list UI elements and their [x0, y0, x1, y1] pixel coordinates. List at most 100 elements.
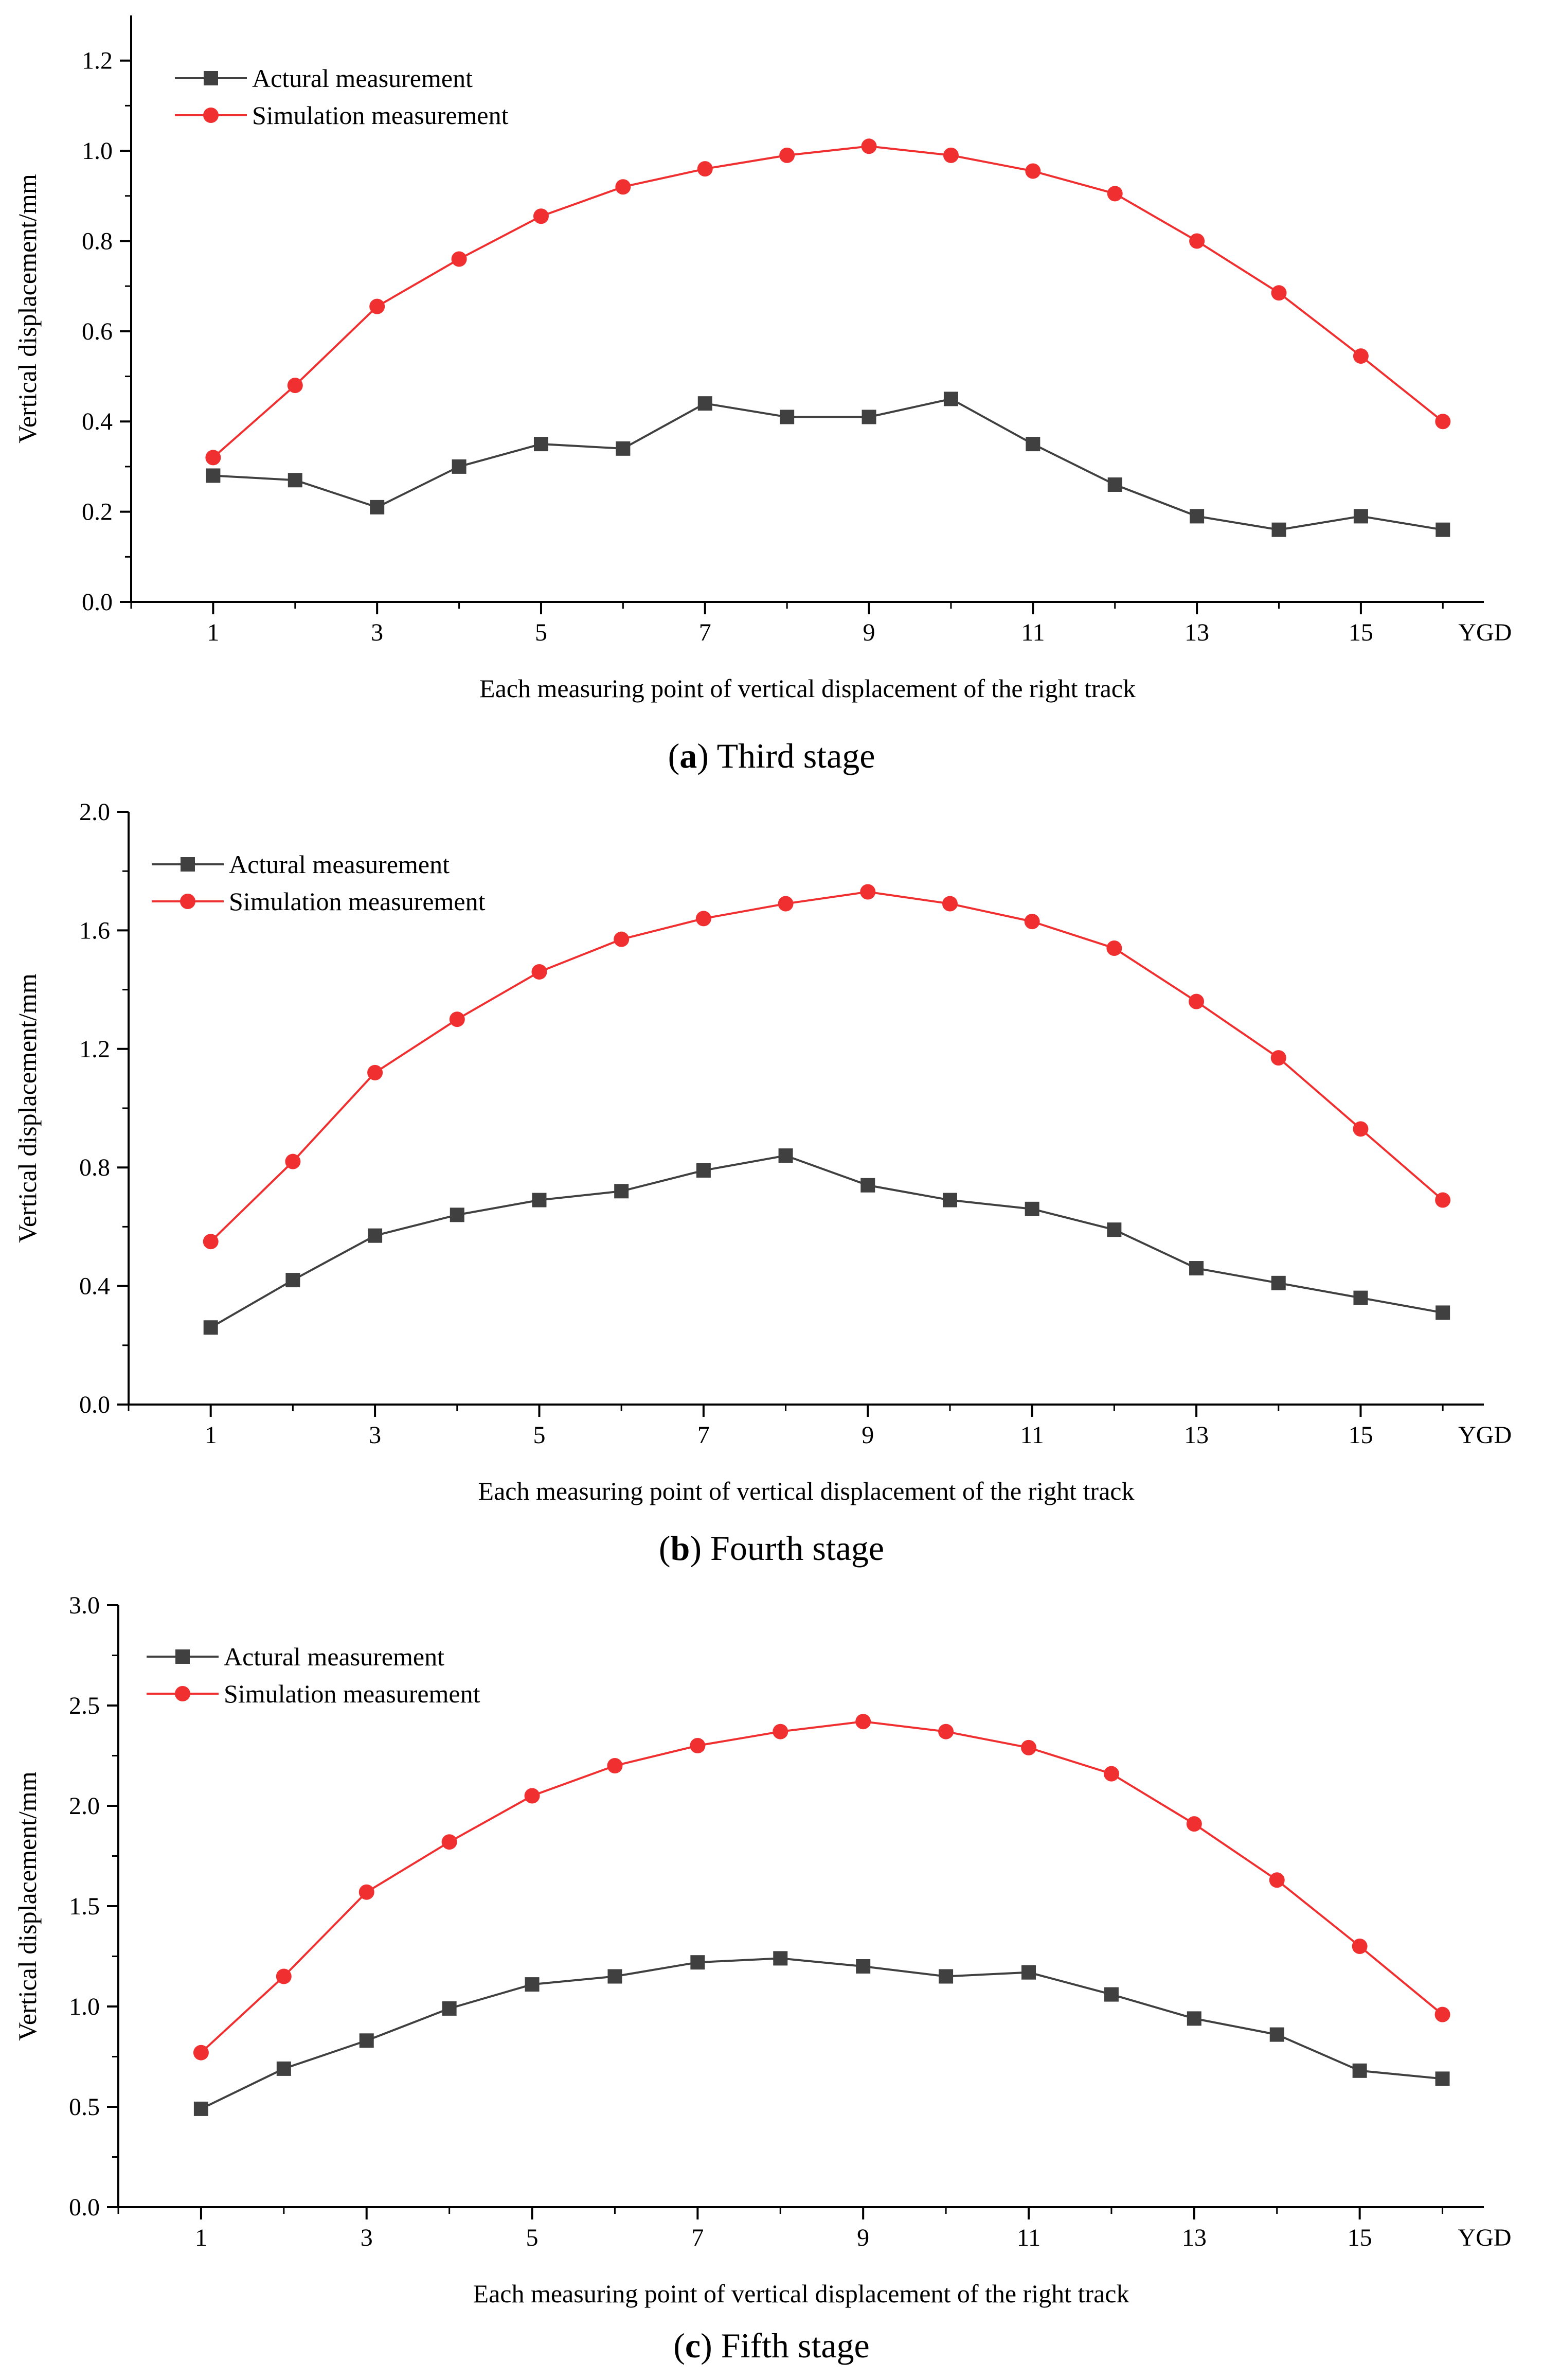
data-point-square	[616, 441, 631, 456]
data-point-circle	[607, 1758, 623, 1773]
legend-label: Simulation measurement	[224, 1679, 480, 1708]
data-point-square	[780, 410, 795, 424]
data-point-square	[1436, 522, 1450, 537]
x-tick-label: 9	[862, 1422, 874, 1449]
data-point-circle	[1189, 993, 1205, 1009]
data-point-circle	[1186, 1816, 1202, 1832]
y-tick-label: 0.6	[82, 318, 113, 345]
chart-c: 0.00.51.01.52.02.53.01 3 5 7 9 11 13 15 YGDEach …	[13, 1592, 1512, 2308]
data-point-square	[1026, 437, 1040, 452]
x-tick-label: 9	[863, 619, 875, 646]
data-point-square	[442, 2001, 457, 2016]
chart-a: 0.00.20.40.60.81.01.21 3 5 7 9 11 13 15 YGDEach …	[13, 15, 1512, 703]
x-end-label: YGD	[1458, 2224, 1512, 2251]
data-point-square	[206, 468, 221, 483]
x-tick-label: 11	[1020, 1422, 1044, 1449]
data-point-circle	[1103, 1766, 1119, 1782]
series-line	[210, 1155, 1443, 1328]
data-point-circle	[779, 147, 795, 163]
x-tick-label: 5	[533, 1422, 545, 1449]
data-point-square	[532, 1193, 547, 1207]
data-point-circle	[690, 1738, 706, 1753]
caption-title: Fifth stage	[721, 2326, 870, 2365]
y-axis-title: Vertical displacement/mm	[13, 174, 42, 443]
data-point-circle	[533, 208, 549, 224]
data-point-square	[368, 1228, 383, 1243]
y-tick-label: 1.2	[79, 1036, 110, 1063]
data-point-square	[450, 1207, 464, 1222]
caption-letter: a	[679, 736, 697, 775]
x-end-label: YGD	[1458, 619, 1512, 646]
caption-b: (b) Fourth stage	[658, 1529, 885, 1568]
legend-label: Actural measurement	[252, 64, 473, 93]
data-point-square	[288, 473, 302, 488]
y-tick-label: 1.0	[82, 137, 113, 165]
data-point-square	[942, 1193, 957, 1207]
x-tick-label: 1	[195, 2224, 207, 2251]
legend-marker-circle	[180, 894, 195, 909]
data-point-square	[370, 500, 385, 514]
data-point-circle	[451, 251, 467, 267]
data-point-circle	[1189, 233, 1205, 249]
legend-label: Actural measurement	[229, 850, 450, 879]
y-tick-label: 0.0	[79, 1391, 110, 1418]
data-point-circle	[1271, 285, 1287, 301]
data-point-square	[1189, 1261, 1204, 1276]
y-axis-title: Vertical displacement/mm	[13, 1771, 42, 2041]
legend-marker-circle	[175, 1686, 190, 1701]
y-tick-label: 2.5	[69, 1692, 100, 1719]
data-point-square	[697, 396, 712, 411]
legend-marker-circle	[203, 108, 219, 123]
data-point-circle	[358, 1884, 374, 1900]
data-point-circle	[855, 1714, 871, 1730]
data-point-circle	[441, 1834, 457, 1850]
data-point-circle	[861, 138, 877, 154]
caption-letter: c	[685, 2326, 701, 2365]
data-point-circle	[276, 1968, 292, 1984]
y-axis-title: Vertical displacement/mm	[13, 973, 42, 1243]
data-point-square	[1271, 1275, 1286, 1290]
x-tick-label: 1	[207, 619, 219, 646]
caption-letter: b	[670, 1529, 690, 1568]
x-tick-label: 3	[361, 2224, 373, 2251]
data-point-square	[193, 2101, 208, 2116]
y-tick-label: 0.4	[79, 1273, 110, 1300]
chart-panel-c: 0.0 0.5 1.0 1.5 2.0 2.5 3.0 1 3 5 7 9 11 13 15 YGD Each …	[0, 1590, 1543, 2380]
data-point-square	[1107, 477, 1122, 492]
y-tick-label: 0.4	[82, 408, 113, 435]
data-point-square	[452, 459, 467, 474]
x-tick-label: 9	[857, 2224, 869, 2251]
data-point-square	[856, 1959, 871, 1974]
data-point-circle	[1353, 1121, 1369, 1137]
data-point-circle	[695, 911, 711, 927]
y-tick-label: 0.5	[69, 2093, 100, 2121]
data-point-square	[1436, 1305, 1450, 1320]
data-point-circle	[1435, 1192, 1451, 1208]
data-point-square	[1353, 509, 1368, 524]
legend-label: Simulation measurement	[252, 101, 509, 130]
data-point-circle	[203, 1234, 219, 1250]
data-point-circle	[778, 896, 794, 912]
series-line	[201, 1957, 1443, 2110]
data-point-circle	[193, 2045, 209, 2061]
caption-a: (a) Third stage	[668, 736, 875, 775]
data-point-square	[1104, 1987, 1119, 2002]
x-end-label: YGD	[1458, 1422, 1512, 1449]
data-point-square	[1269, 2027, 1284, 2042]
y-tick-label: 0.2	[82, 499, 113, 526]
legend-label: Simulation measurement	[229, 887, 486, 916]
data-point-circle	[524, 1788, 540, 1804]
data-point-circle	[773, 1724, 788, 1739]
x-tick-label: 11	[1021, 619, 1045, 646]
data-point-circle	[531, 964, 547, 980]
data-point-circle	[285, 1153, 301, 1169]
series-line	[212, 145, 1444, 458]
data-point-square	[533, 437, 548, 452]
data-point-square	[1021, 1965, 1036, 1980]
x-tick-label: 7	[697, 1422, 710, 1449]
caption-c: (c) Fifth stage	[673, 2326, 870, 2365]
y-tick-label: 1.0	[69, 1993, 100, 2020]
y-tick-label: 0.0	[82, 589, 113, 616]
x-axis-title: Each measuring point of vertical displac…	[479, 674, 1136, 703]
caption-title: Fourth stage	[710, 1529, 885, 1568]
